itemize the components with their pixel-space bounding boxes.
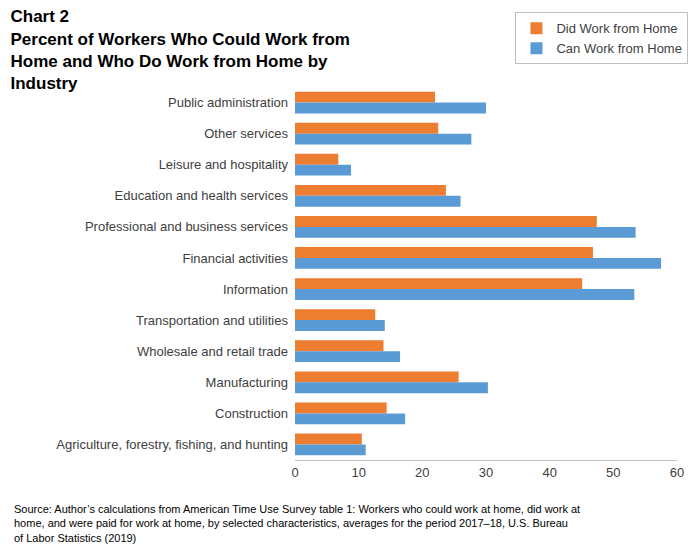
svg-text:Construction: Construction <box>215 406 288 421</box>
svg-text:Financial activities: Financial activities <box>183 251 289 266</box>
svg-text:10: 10 <box>351 465 365 480</box>
svg-text:Information: Information <box>223 282 288 297</box>
svg-text:50: 50 <box>606 465 620 480</box>
svg-text:Agriculture, forestry, fishing: Agriculture, forestry, fishing, and hunt… <box>56 437 288 452</box>
svg-text:Chart 2Percent of Workers Who: Chart 2Percent of Workers Who Could Work… <box>11 7 350 92</box>
svg-text:Public administration: Public administration <box>168 95 288 110</box>
svg-text:Professional and business serv: Professional and business services <box>85 219 289 234</box>
svg-text:Leisure and hospitality: Leisure and hospitality <box>159 157 289 172</box>
svg-text:20: 20 <box>415 465 429 480</box>
svg-text:Education and health services: Education and health services <box>115 188 289 203</box>
svg-text:Can Work from Home: Can Work from Home <box>556 41 681 56</box>
svg-text:Source: Author’s calculations: Source: Author’s calculations from Ameri… <box>14 503 580 544</box>
svg-text:0: 0 <box>291 465 298 480</box>
svg-text:Manufacturing: Manufacturing <box>206 375 288 390</box>
svg-text:30: 30 <box>479 465 493 480</box>
svg-text:Wholesale and retail trade: Wholesale and retail trade <box>137 344 288 359</box>
svg-text:Did Work from Home: Did Work from Home <box>556 21 677 36</box>
svg-text:60: 60 <box>670 465 684 480</box>
svg-text:Transportation and utilities: Transportation and utilities <box>136 313 288 328</box>
svg-text:Other services: Other services <box>204 126 288 141</box>
svg-text:40: 40 <box>542 465 556 480</box>
